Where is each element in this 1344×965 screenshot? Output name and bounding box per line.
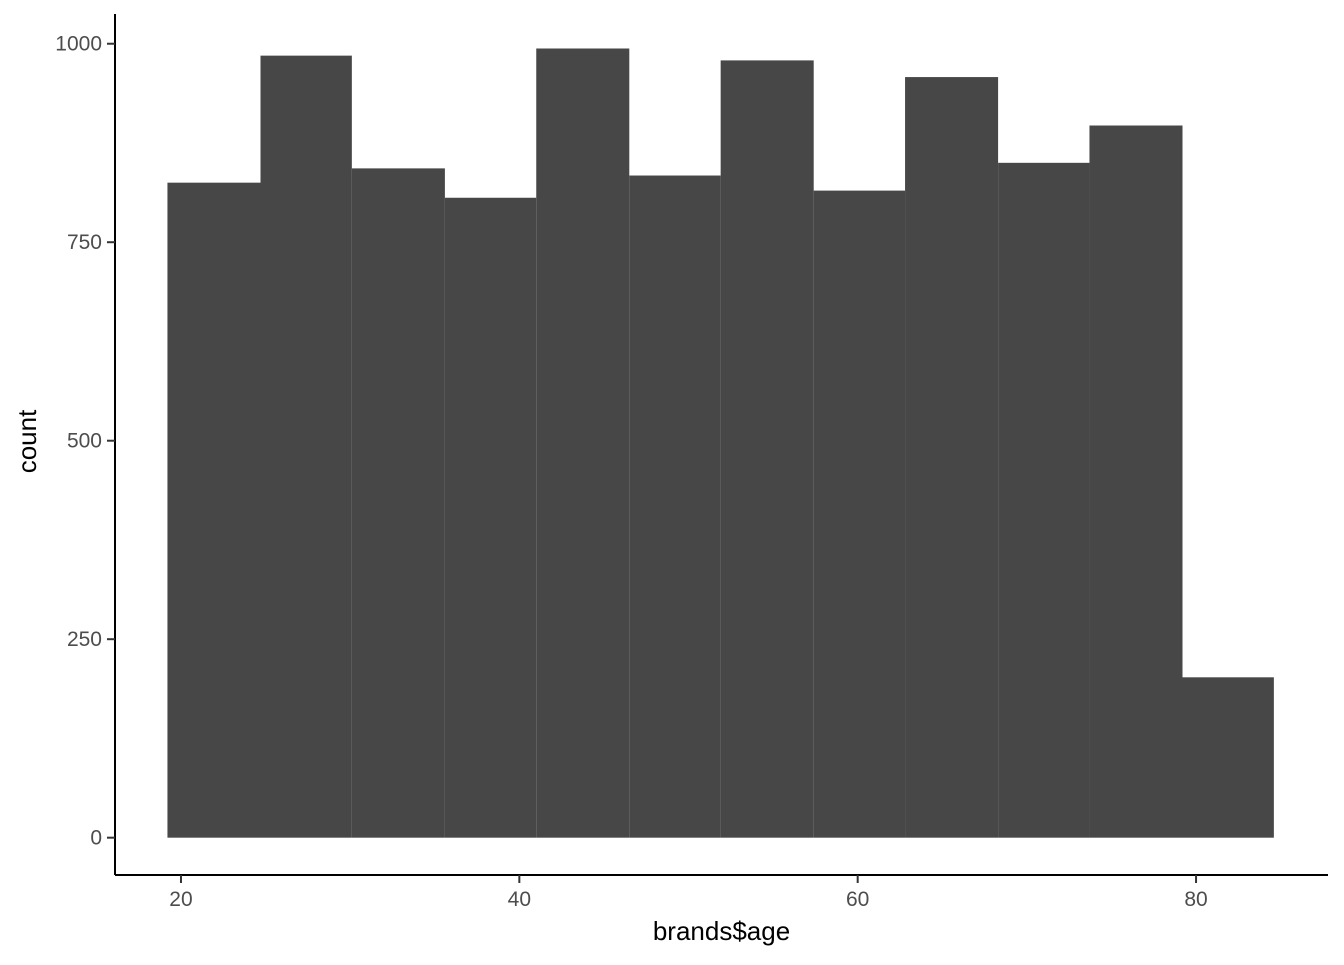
histogram-bar-10	[998, 162, 1090, 838]
x-tick-label-20: 20	[169, 888, 192, 911]
bars-layer	[167, 48, 1274, 838]
y-tick-label-0: 0	[90, 827, 102, 850]
histogram-bar-1	[167, 182, 261, 838]
x-axis-title: brands$age	[653, 916, 790, 946]
x-tick-label-80: 80	[1184, 888, 1207, 911]
histogram-bar-5	[536, 48, 630, 838]
histogram-bar-3	[351, 168, 445, 838]
histogram-bar-6	[629, 175, 721, 838]
histogram-bar-11	[1089, 125, 1183, 838]
histogram-bar-7	[720, 60, 814, 838]
axes-layer	[114, 14, 1328, 876]
histogram-bar-4	[444, 197, 537, 838]
histogram-bar-2	[260, 55, 352, 838]
y-tick-label-500: 500	[67, 430, 102, 453]
y-tick-label-1000: 1000	[55, 33, 102, 56]
ticks-layer: 20 40 60 80 0 250 500 750 1000	[55, 33, 1207, 911]
histogram-bar-9	[905, 77, 999, 838]
histogram-bar-12	[1182, 677, 1274, 838]
x-tick-label-60: 60	[846, 888, 869, 911]
y-tick-label-250: 250	[67, 628, 102, 651]
y-axis-title: count	[12, 409, 42, 473]
y-tick-label-750: 750	[67, 231, 102, 254]
histogram-bar-8	[813, 190, 906, 838]
x-tick-label-40: 40	[508, 888, 531, 911]
